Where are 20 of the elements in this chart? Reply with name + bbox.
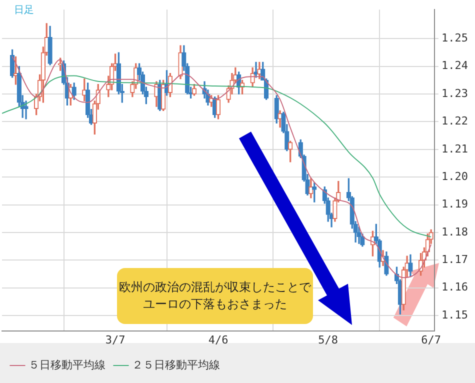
y-tick-label: 1.19 [442,198,468,211]
y-tick-label: 1.21 [442,142,468,156]
annotation: 日足 [14,4,34,17]
x-tick-label: 4/6 [208,333,228,346]
legend-label: ５日移動平均線 [28,358,106,372]
y-tick-label: 1.15 [442,308,468,322]
x-tick-label: 3/7 [105,333,126,346]
legend-label: ２５日移動平均線 [132,358,220,372]
candlestick [254,62,258,78]
y-tick-label: 1.20 [442,170,468,183]
y-tick-label: 1.24 [442,59,468,72]
y-tick-label: 1.22 [442,114,468,128]
y-tick-label: 1.23 [442,86,468,100]
y-tick-label: 1.16 [442,280,468,294]
annotation: 欧州の政治の混乱が収束したことでユーロの下落もおさまった [118,279,312,313]
y-tick-label: 1.25 [442,32,468,45]
y-tick-label: 1.17 [442,253,468,266]
x-tick-label: 5/8 [318,333,338,346]
x-tick-label: 6/7 [421,333,442,346]
y-tick-label: 1.18 [442,225,468,238]
